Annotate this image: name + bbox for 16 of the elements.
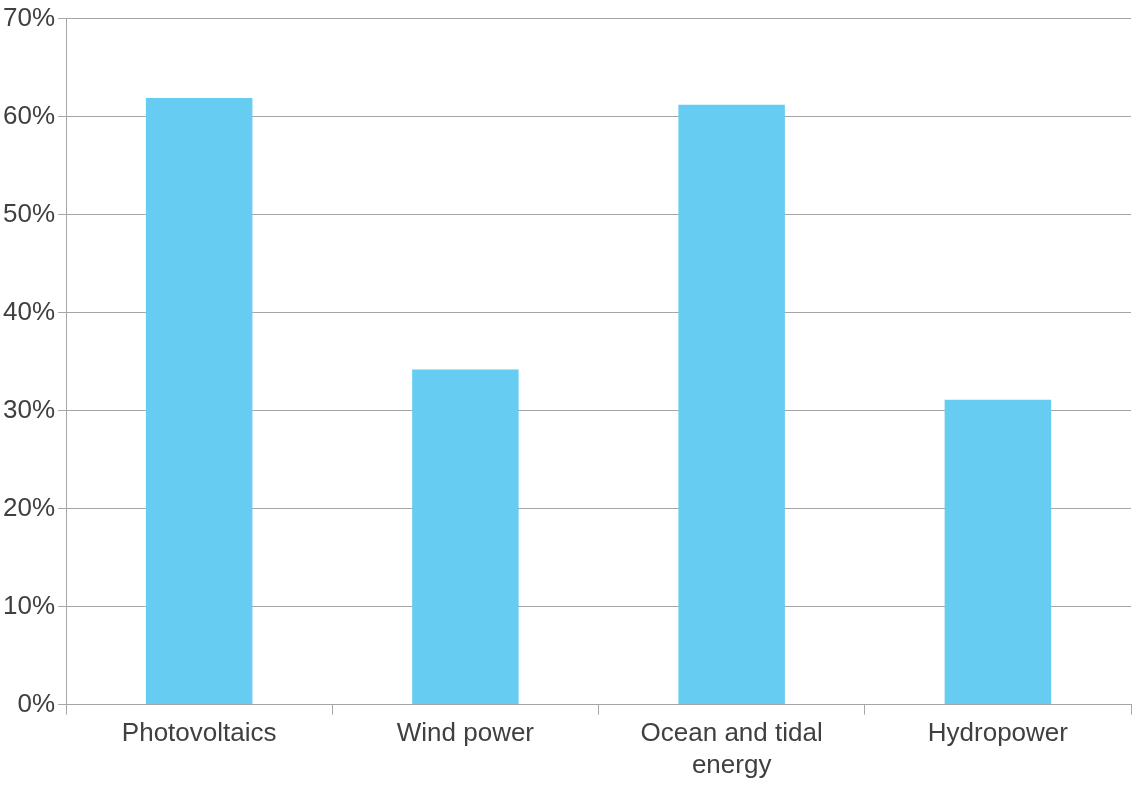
- y-tick-label: 40%: [2, 295, 56, 326]
- y-tick-label: 50%: [2, 197, 56, 228]
- y-tick-label: 60%: [2, 99, 56, 130]
- y-tick-label: 0%: [17, 687, 56, 718]
- y-tick-label: 10%: [2, 589, 56, 620]
- bar: [412, 369, 519, 705]
- bar: [944, 399, 1052, 705]
- y-tick-label: 30%: [2, 393, 56, 424]
- x-tick-label: Hydropower: [927, 717, 1069, 748]
- x-tick-label: Wind power: [396, 717, 535, 748]
- x-tick-label: Ocean and tidal energy: [640, 717, 823, 779]
- y-tick-label: 70%: [2, 1, 56, 32]
- bar: [145, 97, 253, 705]
- y-tick-label: 20%: [2, 491, 56, 522]
- x-tick-label: Photovoltaics: [121, 717, 277, 748]
- bar: [678, 104, 785, 705]
